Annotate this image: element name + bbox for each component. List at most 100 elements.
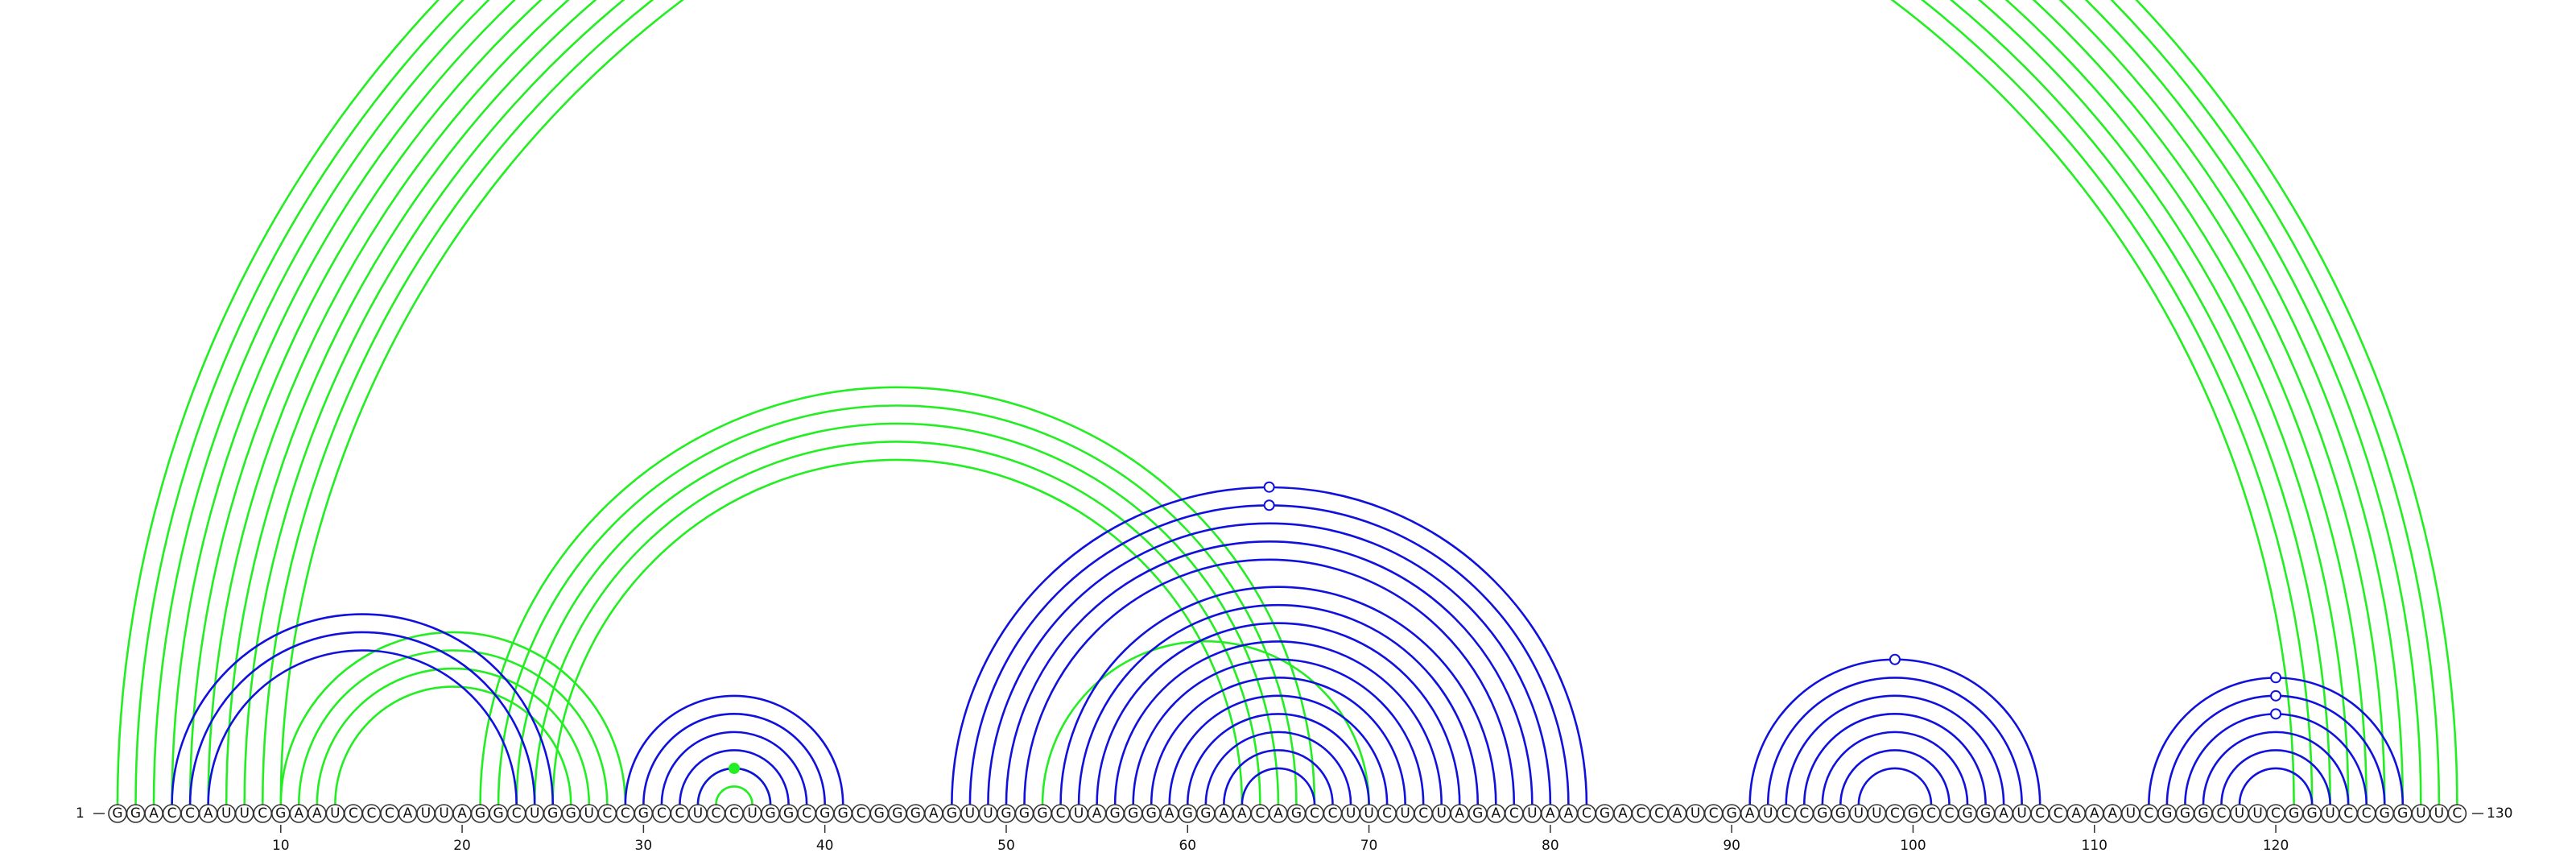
nucleotide-letter: G (1980, 805, 1991, 822)
nucleotide-111: A (2103, 804, 2123, 823)
nucleotide-letter: G (112, 805, 122, 822)
nucleotide-52: G (1033, 804, 1052, 823)
nucleotide-67: C (1305, 804, 1324, 823)
nucleotide-124: C (2339, 804, 2358, 823)
nucleotide-63: A (1232, 804, 1252, 823)
nucleotide-letter: G (838, 805, 848, 822)
nucleotide-letter: C (185, 805, 195, 822)
nucleotide-36: U (742, 804, 762, 823)
nucleotide-letter: G (475, 805, 485, 822)
blue-arc-118-122 (2238, 767, 2314, 805)
nucleotide-30: G (634, 804, 654, 823)
nucleotide-38: G (778, 804, 799, 823)
green-arc-8-123 (243, 0, 2331, 805)
nucleotide-127: G (2392, 804, 2413, 823)
green-arc-7-124 (226, 0, 2348, 805)
nucleotide-88: U (1686, 804, 1705, 823)
nucleotide-103: G (1958, 804, 1977, 823)
blue-arc-54-76 (1077, 603, 1480, 805)
nucleotide-10: G (270, 804, 291, 823)
nucleotide-letter: A (204, 805, 213, 822)
nucleotide-letter: C (2144, 805, 2153, 822)
nucleotide-letter: G (1962, 805, 1972, 822)
nucleotide-35: C (724, 804, 744, 823)
nucleotide-letter: C (602, 805, 612, 822)
blue-arc-32-38 (679, 749, 790, 805)
nucleotide-letter: A (294, 805, 303, 822)
nucleotide-letter: G (1472, 805, 1483, 822)
nucleotide-letter: U (2325, 805, 2334, 822)
nucleotide-circle (2447, 804, 2467, 823)
nucleotide-12: A (308, 804, 327, 823)
nucleotide-60: G (1178, 804, 1198, 823)
nucleotide-20: A (452, 804, 472, 823)
nucleotide-8: U (234, 804, 254, 823)
green-arc-22-66 (497, 404, 1298, 805)
nucleotide-101: C (1922, 804, 1941, 823)
blue-arc-30-40 (642, 713, 826, 805)
nucleotide-letter: U (2252, 805, 2262, 822)
blue-arc-58-72 (1150, 676, 1406, 805)
green-arc-25-63 (551, 458, 1244, 805)
green-arc-10-121 (281, 0, 2294, 805)
nucleotide-letter: G (130, 805, 141, 822)
blue-arc-63-67 (1241, 767, 1316, 805)
nucleotide-letter: C (657, 805, 667, 822)
nucleotide-letter: G (1817, 805, 1827, 822)
nucleotide-letter: A (929, 805, 939, 822)
nucleotide-letter: C (2271, 805, 2281, 822)
nucleotide-letter: C (1418, 805, 1428, 822)
start-position-label: 1 (76, 805, 85, 822)
nucleotide-73: C (1414, 804, 1433, 823)
nucleotide-121: G (2284, 804, 2304, 823)
nucleotide-65: A (1269, 804, 1288, 823)
nucleotide-letter: A (1999, 805, 2008, 822)
nucleotide-6: A (198, 804, 218, 823)
nucleotide-5: C (180, 804, 200, 823)
nucleotide-letter: G (1727, 805, 1737, 822)
nucleotide-letter: G (2180, 805, 2190, 822)
nucleotide-15: C (361, 804, 382, 823)
position-ticks: 10 20 30 40 50 60 70 80 90 100 110 120 (272, 825, 2289, 854)
nucleotide-letter: U (1854, 805, 1864, 822)
nucleotide-29: C (616, 804, 635, 823)
nucleotide-letter: C (1328, 805, 1338, 822)
blue-marker-65 (1263, 481, 1275, 493)
nucleotide-1: G (108, 804, 127, 823)
nucleotide-19: U (434, 804, 454, 823)
nucleotide-24: U (525, 804, 544, 823)
nucleotide-117: C (2211, 804, 2231, 823)
nucleotide-letter: G (1908, 805, 1918, 822)
nucleotide-81: A (1558, 804, 1579, 823)
nucleotide-letter: U (2416, 805, 2425, 822)
nucleotide-112: U (2121, 804, 2140, 823)
nucleotide-letter: G (1835, 805, 1846, 822)
blue-arc-4-25 (171, 613, 555, 805)
nucleotide-letter: U (1763, 805, 1773, 822)
nucleotide-letter: C (621, 805, 630, 822)
blue-arc-59-71 (1168, 694, 1389, 805)
nucleotide-58: G (1141, 804, 1162, 823)
nucleotide-82: C (1577, 804, 1596, 823)
nucleotide-79: U (1522, 804, 1542, 823)
nucleotide-letter: A (1092, 805, 1102, 822)
nucleotide-47: G (942, 804, 962, 823)
nucleotide-letter: G (547, 805, 558, 822)
end-position-label: 130 (2487, 805, 2512, 822)
nucleotide-letter: G (1291, 805, 1302, 822)
nucleotide-100: G (1903, 804, 1923, 823)
nucleotide-41: G (833, 804, 852, 823)
nucleotide-letter: G (275, 805, 286, 822)
nucleotide-letter: G (1600, 805, 1610, 822)
nucleotide-letter: G (638, 805, 649, 822)
nucleotide-letter: G (1019, 805, 1030, 822)
blue-marker-99 (1889, 653, 1901, 665)
nucleotide-letter: U (983, 805, 993, 822)
blue-arc-93-105 (1785, 694, 2005, 805)
nucleotide-letter: C (2217, 805, 2227, 822)
nucleotide-letter: G (1128, 805, 1138, 822)
nucleotide-letter: G (819, 805, 830, 822)
nucleotide-31: C (652, 804, 671, 823)
blue-arc-50-79 (1005, 540, 1534, 805)
arc-markers-layer (729, 481, 2282, 774)
